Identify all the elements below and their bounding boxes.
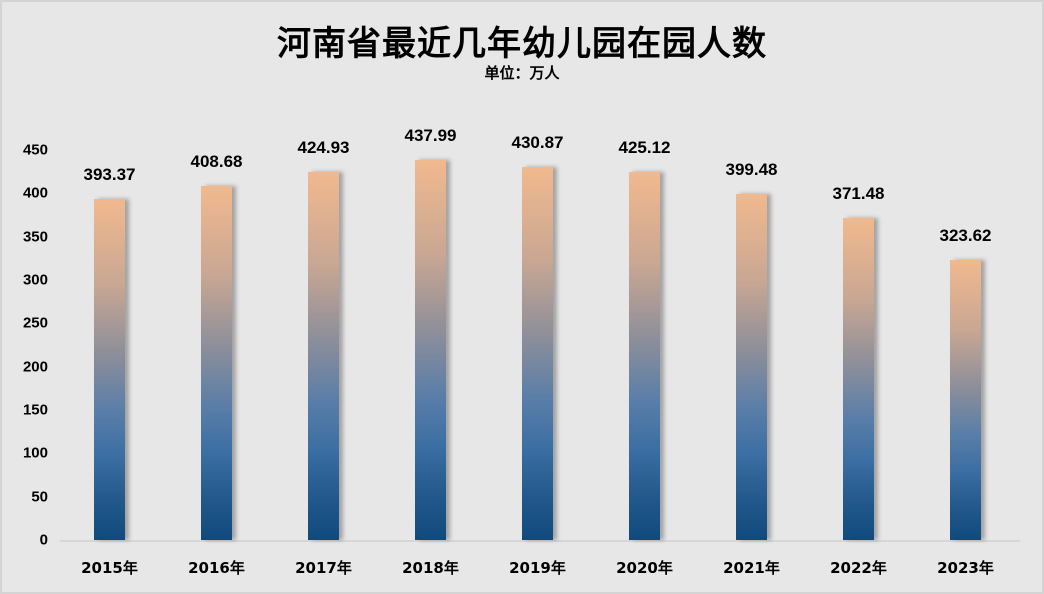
x-tick-label: 2022年 (830, 559, 887, 577)
data-label: 399.48 (725, 159, 778, 179)
x-tick-label: 2020年 (616, 559, 673, 577)
x-tick-label: 2021年 (723, 559, 780, 577)
x-tick-label: 2019年 (509, 559, 566, 577)
x-tick-label: 2015年 (81, 559, 138, 577)
x-tick-label: 2018年 (402, 559, 459, 577)
x-tick-label: 2016年 (188, 559, 245, 577)
y-tick-label: 200 (22, 358, 48, 376)
x-tick-label: 2023年 (937, 559, 994, 577)
bar-2016年 (201, 185, 232, 540)
y-tick-label: 450 (22, 141, 48, 159)
bar-2018年 (415, 160, 446, 540)
y-tick-label: 300 (22, 271, 48, 289)
bar-2021年 (736, 193, 767, 540)
bar-2023年 (950, 259, 981, 540)
y-tick-label: 400 (22, 184, 48, 202)
y-tick-label: 150 (22, 401, 48, 419)
data-label: 437.99 (404, 126, 457, 146)
bar-2019年 (522, 166, 553, 540)
y-tick-label: 250 (22, 314, 48, 332)
chart-title: 河南省最近几年幼儿园在园人数 (277, 24, 767, 64)
bar-2022年 (843, 218, 874, 540)
data-label: 323.62 (939, 225, 992, 245)
x-tick-label: 2017年 (295, 559, 352, 577)
data-label: 408.68 (190, 151, 243, 171)
bar-2017年 (308, 171, 339, 540)
data-label: 425.12 (618, 137, 671, 157)
y-tick-label: 50 (31, 488, 48, 506)
chart-subtitle: 单位：万人 (484, 64, 560, 82)
data-label: 371.48 (832, 184, 885, 204)
bar-2020年 (629, 171, 660, 540)
y-tick-label: 100 (22, 444, 48, 462)
data-label: 424.93 (297, 137, 350, 157)
data-label: 393.37 (83, 165, 136, 185)
x-axis-line (60, 540, 1020, 542)
bar-2015年 (94, 199, 125, 540)
y-tick-label: 350 (22, 228, 48, 246)
data-label: 430.87 (511, 132, 564, 152)
y-tick-label: 0 (39, 531, 48, 549)
